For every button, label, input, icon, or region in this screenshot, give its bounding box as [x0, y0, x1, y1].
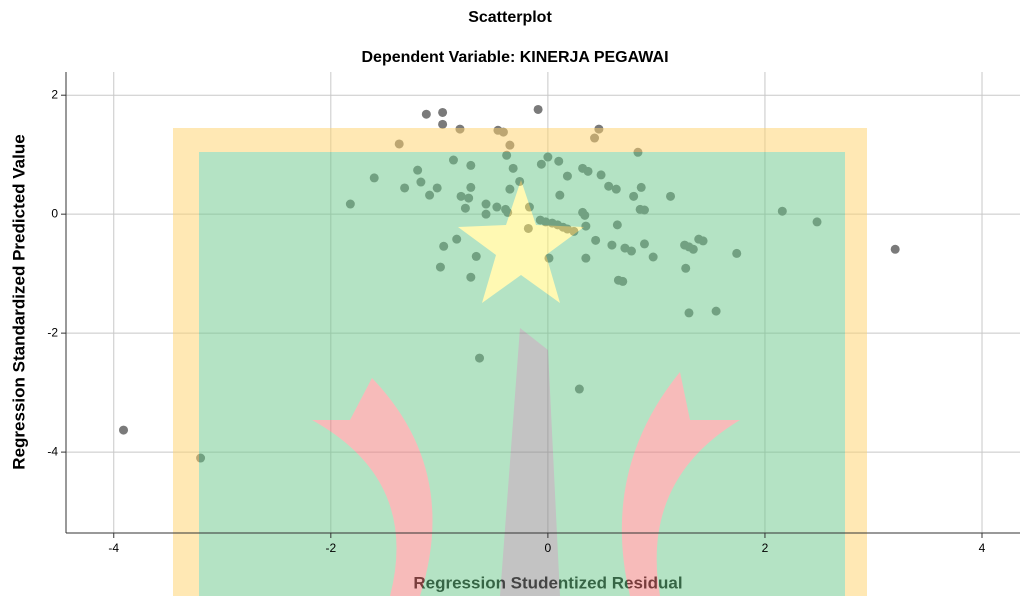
y-tick-label: -2 [47, 325, 58, 339]
chart-subtitle: Dependent Variable: KINERJA PEGAWAI [361, 49, 668, 66]
chart-title: Scatterplot [468, 9, 552, 26]
point [438, 120, 447, 129]
point [891, 245, 900, 254]
y-axis-label: Regression Standardized Predicted Value [9, 134, 28, 469]
chart: Scatterplot Dependent Variable: KINERJA … [0, 0, 1023, 596]
y-tick-label: 2 [51, 87, 58, 101]
x-tick-label: 0 [545, 541, 552, 555]
y-tick-label: -4 [47, 444, 58, 458]
point [119, 426, 128, 435]
y-tick-label: 0 [51, 206, 58, 220]
point [422, 110, 431, 119]
point [534, 105, 543, 114]
point [438, 108, 447, 117]
x-tick-label: 2 [762, 541, 769, 555]
x-tick-label: 4 [979, 541, 986, 555]
x-tick-label: -2 [325, 541, 336, 555]
x-tick-label: -4 [108, 541, 119, 555]
watermark [173, 128, 867, 596]
